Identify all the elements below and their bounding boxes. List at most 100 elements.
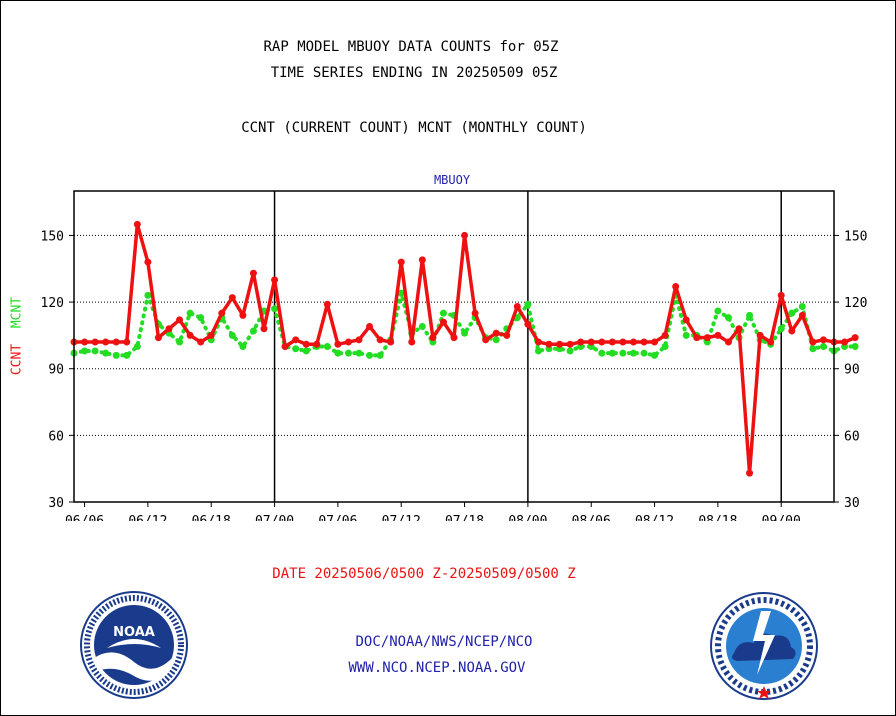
data-point-mcnt — [651, 351, 659, 359]
data-point-ccnt — [418, 256, 426, 264]
data-point-ccnt — [271, 276, 279, 284]
data-point-mcnt — [566, 347, 574, 355]
data-point-ccnt — [91, 338, 99, 346]
data-point-ccnt — [798, 311, 806, 319]
data-point-mcnt — [197, 314, 205, 322]
data-point-ccnt — [239, 311, 247, 319]
x-tick-label: 07/00 — [255, 514, 294, 521]
x-tick-label: 06/12 — [128, 514, 167, 521]
data-point-ccnt — [788, 327, 796, 335]
data-point-mcnt — [788, 309, 796, 317]
data-point-mcnt — [186, 309, 194, 317]
data-point-ccnt — [154, 334, 162, 342]
data-point-ccnt — [123, 338, 131, 346]
data-point-mcnt — [439, 309, 447, 317]
data-point-mcnt — [144, 291, 152, 299]
y-tick-label-right: 90 — [844, 363, 860, 378]
data-point-mcnt — [239, 343, 247, 350]
data-point-mcnt — [376, 351, 384, 359]
data-point-ccnt — [133, 220, 141, 228]
data-point-ccnt — [777, 291, 785, 299]
x-tick-label: 06/06 — [65, 514, 104, 521]
data-point-ccnt — [524, 320, 532, 328]
data-point-ccnt — [292, 336, 300, 344]
data-point-mcnt — [809, 345, 817, 353]
data-point-mcnt — [323, 343, 331, 350]
chart-title-line2: TIME SERIES ENDING IN 20250509 05Z — [270, 65, 558, 81]
data-point-mcnt — [629, 349, 637, 357]
org-path-label: DOC/NOAA/NWS/NCEP/NCO — [355, 634, 533, 650]
data-point-ccnt — [429, 334, 437, 342]
data-point-mcnt — [534, 347, 542, 355]
y-tick-label-right: 30 — [844, 496, 860, 511]
data-point-mcnt — [91, 347, 99, 355]
data-point-mcnt — [302, 347, 310, 355]
data-point-mcnt — [123, 351, 131, 359]
data-point-ccnt — [503, 331, 511, 339]
data-point-mcnt — [81, 347, 89, 355]
series-line-mcnt — [72, 291, 858, 358]
data-point-mcnt — [133, 343, 141, 350]
data-point-ccnt — [492, 329, 500, 337]
x-tick-label: 08/18 — [698, 514, 737, 521]
data-point-ccnt — [176, 316, 184, 324]
data-point-mcnt — [714, 307, 722, 315]
data-point-ccnt — [450, 334, 458, 342]
y-tick-label: 150 — [41, 229, 64, 244]
data-point-ccnt — [165, 325, 173, 333]
data-point-ccnt — [819, 336, 827, 344]
x-tick-label: 06/18 — [192, 514, 231, 521]
data-point-mcnt — [640, 349, 648, 357]
noaa-seal-icon: NOAA — [80, 591, 188, 699]
data-point-ccnt — [482, 336, 490, 344]
chart-subtitle: CCNT (CURRENT COUNT) MCNT (MONTHLY COUNT… — [241, 120, 587, 136]
panel-label: MBUOY — [433, 173, 471, 187]
plot-frame — [73, 190, 835, 503]
data-point-ccnt — [102, 338, 110, 346]
data-point-mcnt — [176, 338, 184, 346]
x-tick-label: 08/06 — [572, 514, 611, 521]
data-point-ccnt — [186, 331, 194, 339]
data-point-ccnt — [661, 331, 669, 339]
data-point-mcnt — [851, 343, 859, 350]
data-point-mcnt — [249, 327, 257, 335]
data-point-ccnt — [545, 340, 553, 348]
data-point-ccnt — [724, 338, 732, 346]
data-point-ccnt — [471, 309, 479, 317]
nws-seal-icon — [710, 592, 818, 700]
data-point-ccnt — [144, 258, 152, 266]
data-point-mcnt — [682, 331, 690, 339]
y-tick-label-right: 120 — [844, 296, 867, 311]
data-point-mcnt — [334, 349, 342, 357]
data-point-ccnt — [281, 343, 289, 350]
data-point-ccnt — [767, 338, 775, 346]
x-tick-label: 07/06 — [318, 514, 357, 521]
y-tick-label-right: 150 — [844, 229, 867, 244]
data-point-ccnt — [302, 340, 310, 348]
data-point-ccnt — [112, 338, 120, 346]
x-tick-label: 08/00 — [508, 514, 547, 521]
data-point-ccnt — [355, 336, 363, 344]
data-point-mcnt — [112, 351, 120, 359]
x-tick-label: 07/18 — [445, 514, 484, 521]
data-point-ccnt — [556, 340, 564, 348]
data-point-ccnt — [344, 338, 352, 346]
x-tick-label: 07/12 — [382, 514, 421, 521]
data-point-ccnt — [608, 338, 616, 346]
data-point-ccnt — [408, 338, 416, 346]
data-point-ccnt — [714, 331, 722, 339]
data-point-mcnt — [746, 311, 754, 319]
data-point-ccnt — [746, 469, 754, 477]
data-point-ccnt — [376, 336, 384, 344]
data-point-ccnt — [587, 338, 595, 346]
data-point-mcnt — [461, 329, 469, 337]
data-point-ccnt — [513, 303, 521, 311]
y-tick-label: 90 — [48, 363, 64, 378]
data-point-mcnt — [418, 323, 426, 331]
data-point-ccnt — [249, 269, 257, 277]
data-point-ccnt — [598, 338, 606, 346]
data-point-ccnt — [809, 338, 817, 346]
data-point-mcnt — [344, 349, 352, 357]
y-tick-label: 30 — [48, 496, 64, 511]
